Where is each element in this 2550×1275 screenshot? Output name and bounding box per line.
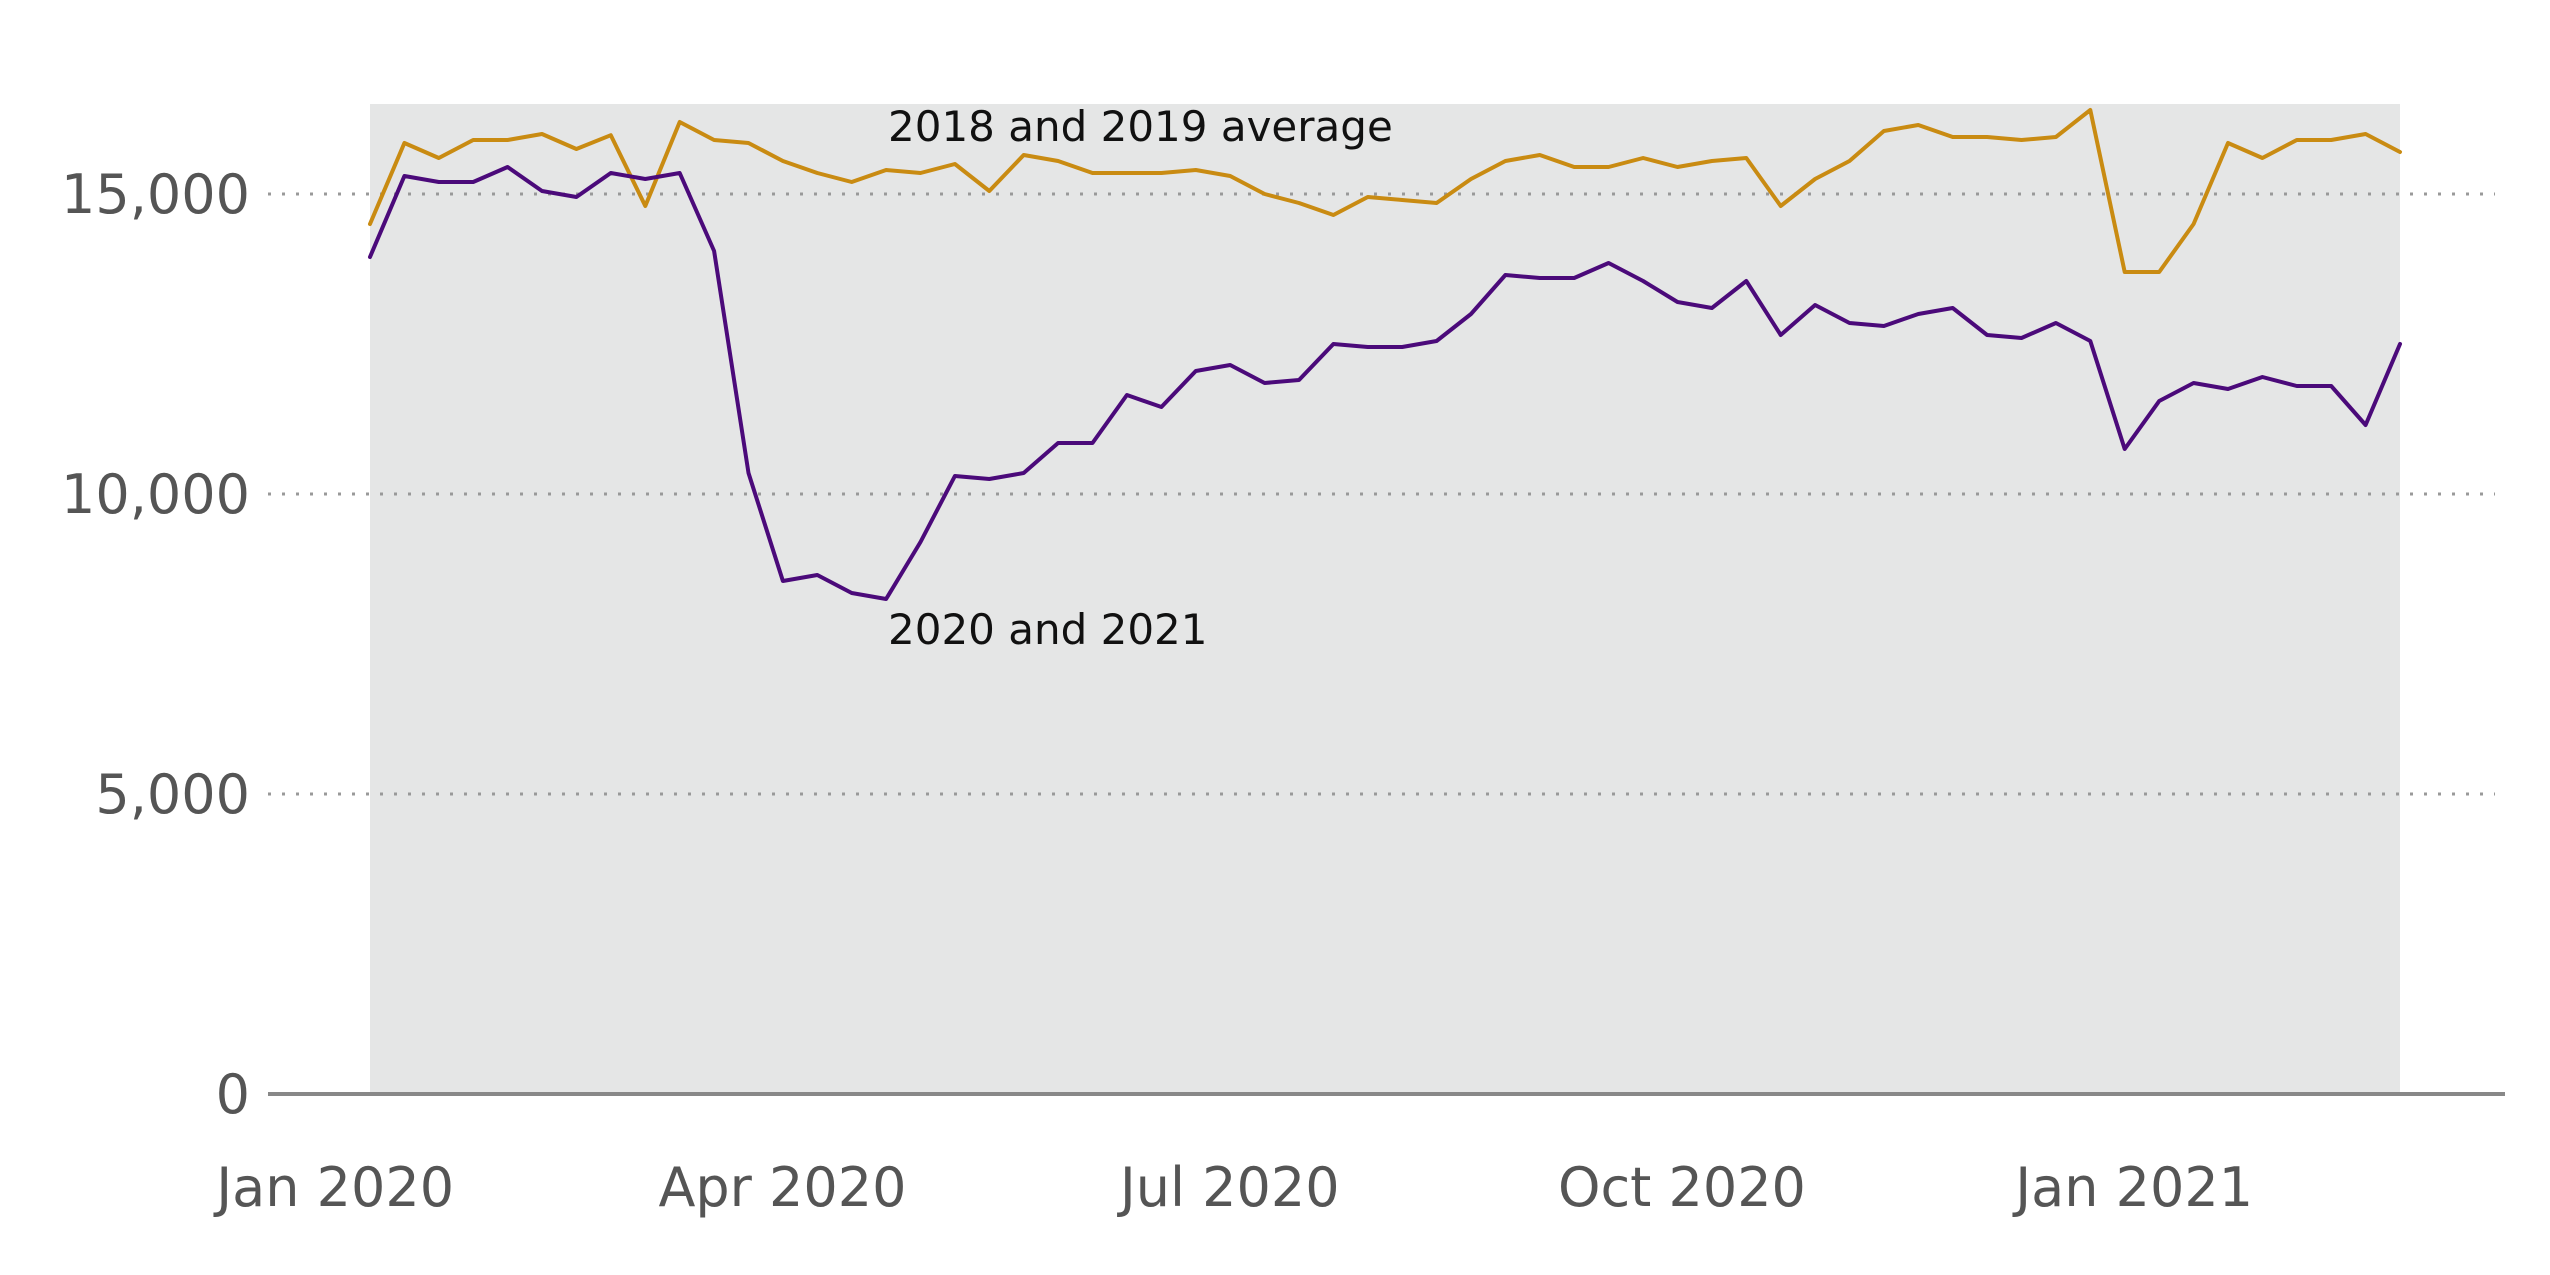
series-annotation: 2018 and 2019 average [888,102,1393,151]
y-axis-tick-labels: 0 5,000 10,000 15,000 [61,163,250,1126]
series-line-average-2018-2019 [368,108,2402,274]
y-tick-label: 10,000 [61,463,250,526]
x-tick-label: Jan 2020 [213,1156,454,1219]
plot-area-shading [370,104,2400,1094]
x-tick-label: Jan 2021 [2012,1156,2253,1219]
y-tick-label: 5,000 [95,763,250,826]
series-lines [368,108,2402,601]
x-tick-label: Apr 2020 [658,1156,906,1219]
x-axis-tick-labels: Jan 2020 Apr 2020 Jul 2020 Oct 2020 Jan 2021 [213,1156,2253,1219]
series-line-2020-2021 [368,165,2402,601]
series-annotation: 2020 and 2021 [888,605,1208,654]
series-annotations: 2018 and 2019 average 2020 and 2021 [888,102,1393,654]
y-tick-label: 0 [216,1063,250,1126]
x-tick-label: Jul 2020 [1117,1156,1340,1219]
gridlines [268,192,2505,1096]
x-tick-label: Oct 2020 [1558,1156,1806,1219]
plot-background [370,104,2400,1094]
y-tick-label: 15,000 [61,163,250,226]
